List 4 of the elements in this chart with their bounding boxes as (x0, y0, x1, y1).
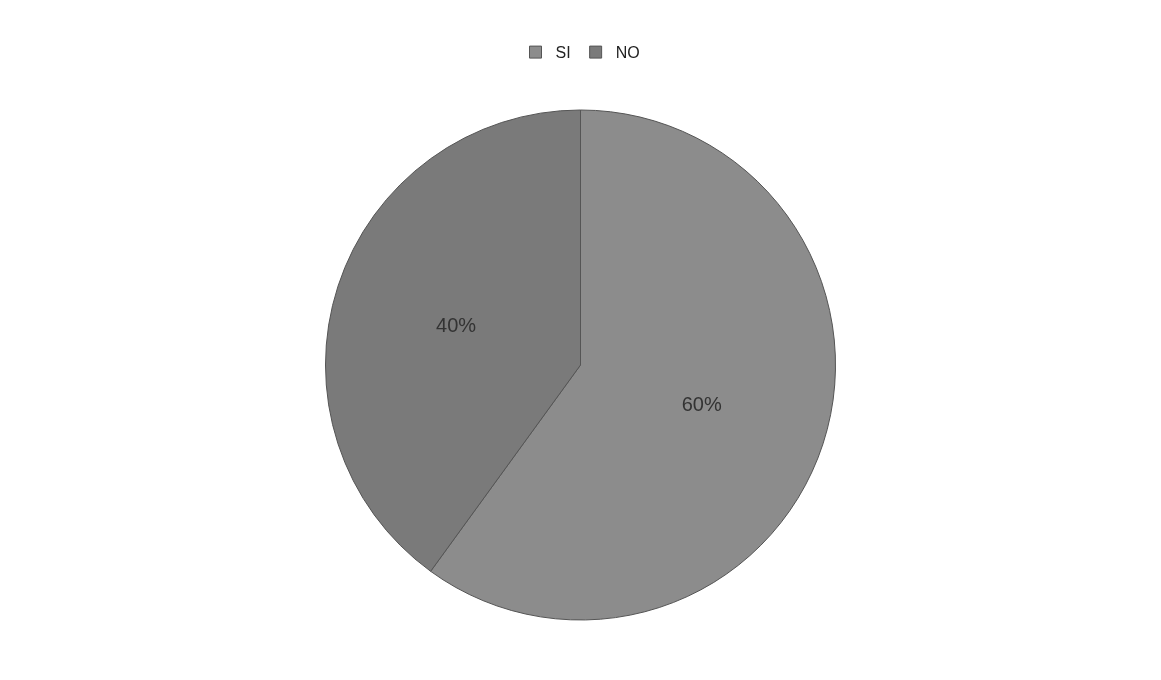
legend-label: SI (555, 44, 571, 62)
legend-label: NO (615, 44, 640, 62)
data-label: 60% (681, 393, 722, 416)
data-label: 40% (436, 313, 477, 336)
